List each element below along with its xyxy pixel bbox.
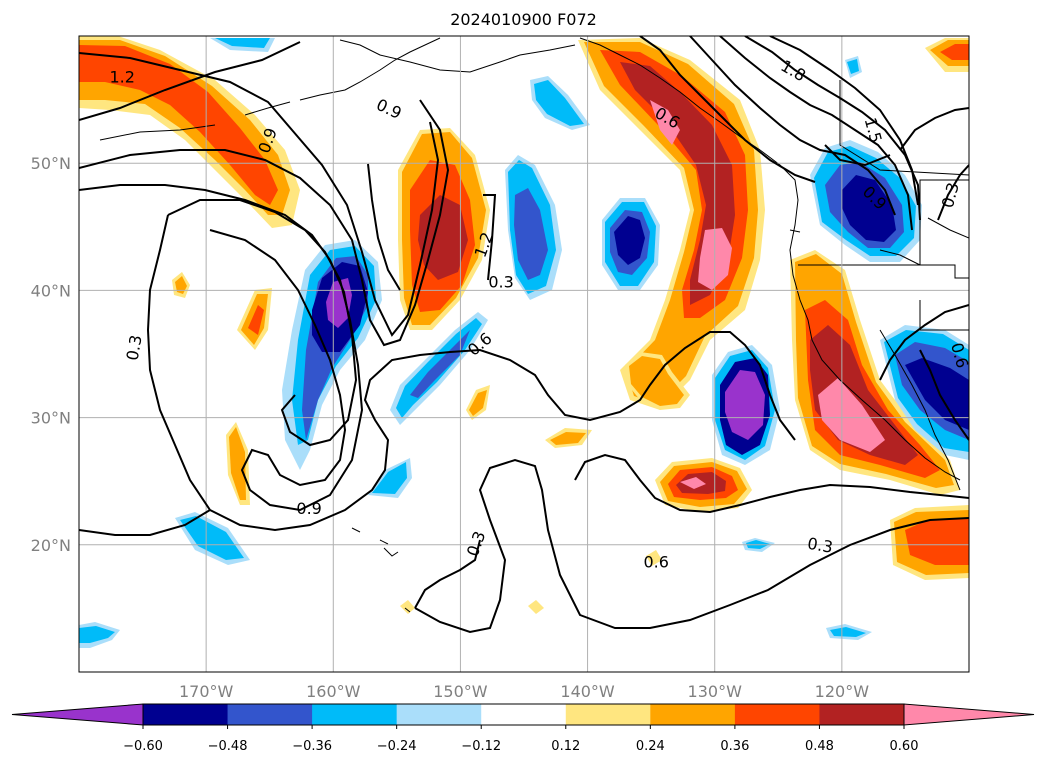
colorbar-segment [565, 704, 651, 725]
contour-label: 0.3 [806, 534, 834, 557]
contour-label: 1.2 [110, 68, 135, 87]
colorbar-segment [227, 704, 313, 725]
lon-tick-label: 160°W [306, 682, 361, 701]
lat-tick-label: 20°N [31, 536, 71, 555]
colorbar-tick-label: −0.48 [208, 739, 248, 754]
lat-tick-label: 50°N [31, 154, 71, 173]
contour-label: 0.9 [296, 499, 321, 518]
colorbar-tick-label: −0.24 [377, 739, 417, 754]
colorbar-outline [142, 703, 905, 726]
map-title: 2024010900 F072 [450, 10, 597, 29]
colorbar-extend-high [903, 703, 1035, 726]
colorbar-tick-label: 0.12 [551, 739, 580, 754]
lon-tick-label: 130°W [688, 682, 743, 701]
lon-tick-label: 150°W [433, 682, 488, 701]
lon-tick-label: 170°W [179, 682, 234, 701]
colorbar-tick-label: −0.60 [123, 739, 163, 754]
colorbar-tick-label: −0.36 [292, 739, 332, 754]
colorbar-tick-label: 0.36 [720, 739, 749, 754]
contour-label: 0.6 [644, 552, 669, 571]
gridlines [79, 36, 969, 672]
colorbar: −0.60 −0.48 −0.36 −0.24 −0.12 0.12 0.24 0.36 0.4… [11, 703, 1035, 754]
shaded-field [79, 36, 969, 648]
colorbar-segment [650, 704, 736, 725]
lon-tick-label: 120°W [815, 682, 870, 701]
contour-lines [79, 36, 969, 634]
map-frame [78, 35, 970, 673]
colorbar-segment [734, 704, 820, 725]
colorbar-segment [396, 704, 482, 725]
contour-label: 0.3 [488, 272, 513, 291]
colorbar-tick-label: 0.24 [636, 739, 665, 754]
lat-tick-label: 40°N [31, 281, 71, 300]
colorbar-tick-label: 0.48 [805, 739, 834, 754]
colorbar-tick-label: −0.12 [461, 739, 501, 754]
lon-tick-label: 140°W [560, 682, 615, 701]
contour-label: 0.3 [123, 334, 146, 362]
latitude-labels: 50°N 40°N 30°N 20°N [31, 154, 71, 555]
colorbar-segment [312, 704, 398, 725]
coastlines [99, 37, 969, 613]
colorbar-extend-low [11, 703, 144, 726]
colorbar-segment [143, 704, 229, 725]
colorbar-segment [481, 704, 567, 725]
longitude-labels: 170°W 160°W 150°W 140°W 130°W 120°W [179, 682, 869, 701]
colorbar-segment [819, 704, 905, 725]
colorbar-tick-label: 0.60 [890, 739, 919, 754]
lat-tick-label: 30°N [31, 409, 71, 428]
